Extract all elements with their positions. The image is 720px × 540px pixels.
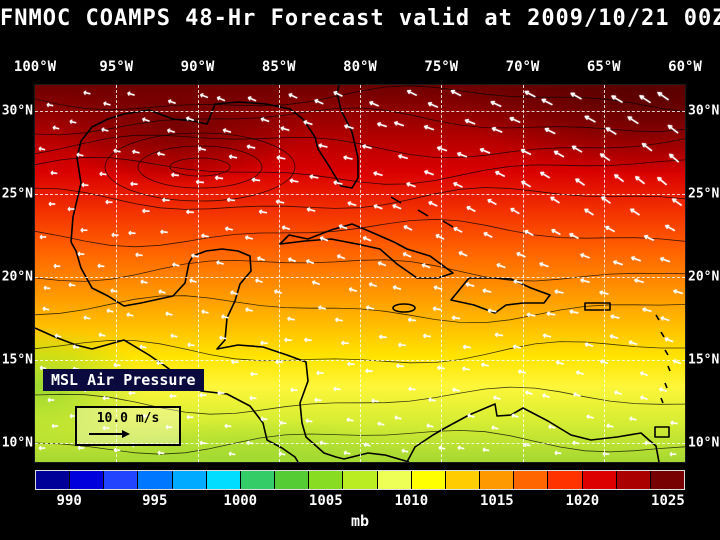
colorbar-tick-label: 1025 (651, 493, 685, 509)
lat-tick-label: 15°N (688, 352, 720, 368)
gridline-meridian (278, 85, 280, 462)
colorbar-segment (70, 471, 105, 489)
lon-tick-label: 90°W (180, 59, 215, 75)
colorbar-segment (275, 471, 310, 489)
gridline-meridian (116, 85, 118, 462)
lat-tick-label: 15°N (1, 352, 33, 368)
page-title: FNMOC COAMPS 48-Hr Forecast valid at 200… (0, 6, 720, 31)
colorbar-segment (36, 471, 71, 489)
colorbar-segment (309, 471, 344, 489)
gridline-parallel (35, 277, 685, 279)
gridline-parallel (35, 194, 685, 196)
gridline-meridian (603, 85, 605, 462)
colorbar-segment (616, 471, 651, 489)
colorbar-segment (172, 471, 207, 489)
closed-isobar (137, 145, 263, 189)
colorbar-segment (343, 471, 378, 489)
closed-isobar (104, 132, 296, 202)
lat-tick-label: 30°N (1, 103, 33, 119)
lon-tick-label: 95°W (99, 59, 134, 75)
colorbar (35, 470, 685, 490)
colorbar-segment (138, 471, 173, 489)
coast-lesser-antilles (655, 314, 671, 404)
colorbar-segment (104, 471, 139, 489)
coast-cuba (279, 223, 454, 279)
lon-tick-label: 75°W (424, 59, 459, 75)
lon-tick-label: 85°W (261, 59, 296, 75)
lat-tick-label: 25°N (688, 186, 720, 202)
lat-tick-label: 10°N (1, 435, 33, 451)
colorbar-tick-label: 1020 (565, 493, 600, 509)
colorbar-segment (582, 471, 617, 489)
colorbar-tick-label: 990 (56, 493, 82, 509)
coast-south-america (406, 403, 660, 462)
gridline-meridian (522, 85, 524, 462)
colorbar-segment (206, 471, 241, 489)
lat-tick-label: 30°N (688, 103, 720, 119)
lon-tick-label: 65°W (586, 59, 621, 75)
gridline-meridian (360, 85, 361, 462)
colorbar-tick-label: 1005 (308, 493, 343, 509)
gridline-meridian (441, 85, 443, 462)
lat-tick-label: 20°N (1, 269, 33, 285)
wind-scale-label: 10.0 m/s (96, 411, 160, 426)
colorbar-tick-label: 995 (142, 493, 168, 509)
lon-tick-label: 80°W (343, 59, 377, 75)
lat-tick-label: 25°N (1, 186, 33, 202)
lat-axis-left: 30°N 25°N 20°N 15°N 10°N (1, 85, 33, 462)
colorbar-ticks: 990 995 1000 1005 1010 1015 1020 1025 (35, 493, 685, 509)
field-label: MSL Air Pressure (43, 369, 204, 391)
colorbar-segment (650, 471, 684, 489)
pressure-map: → → → → → → → → → → → → → → → → → → → → → → → → → → → → → → → → → → → → → → → →… (35, 85, 685, 462)
colorbar-segment (548, 471, 583, 489)
coast-bahamas (390, 196, 454, 228)
coast-gulf-florida (70, 85, 359, 243)
colorbar-segment (480, 471, 515, 489)
gridline-parallel (35, 111, 685, 113)
colorbar-segment (240, 471, 276, 489)
colorbar-segment (445, 471, 481, 489)
lat-tick-label: 20°N (688, 269, 720, 285)
gridline-parallel (35, 360, 685, 362)
colorbar-segment (377, 471, 412, 489)
colorbar-unit-label: mb (350, 512, 370, 530)
lon-tick-label: 60°W (668, 59, 702, 75)
coast-trinidad (654, 426, 670, 438)
wind-scale-box: 10.0 m/s (75, 406, 181, 446)
lon-axis: 100°W 95°W 90°W 85°W 80°W 75°W 70°W 65°W 60°W (14, 59, 702, 77)
colorbar-segment (514, 471, 549, 489)
gridline-parallel (35, 443, 685, 445)
colorbar-tick-label: 1015 (479, 493, 514, 509)
coast-hispaniola (450, 277, 551, 314)
closed-isobar (169, 157, 231, 177)
coast-puerto-rico (584, 302, 611, 311)
colorbar-tick-label: 1010 (394, 493, 429, 509)
colorbar-tick-label: 1000 (223, 493, 258, 509)
lat-tick-label: 10°N (688, 435, 720, 451)
colorbar-segment (411, 471, 446, 489)
lon-tick-label: 70°W (505, 59, 540, 75)
wind-reference-arrow-icon (89, 430, 130, 438)
lat-axis-right: 30°N 25°N 20°N 15°N 10°N (688, 85, 720, 462)
coast-jamaica (392, 303, 416, 313)
lon-tick-label: 100°W (13, 59, 57, 75)
coast-mexico-central-america (70, 241, 410, 462)
gridline-meridian (197, 85, 199, 462)
